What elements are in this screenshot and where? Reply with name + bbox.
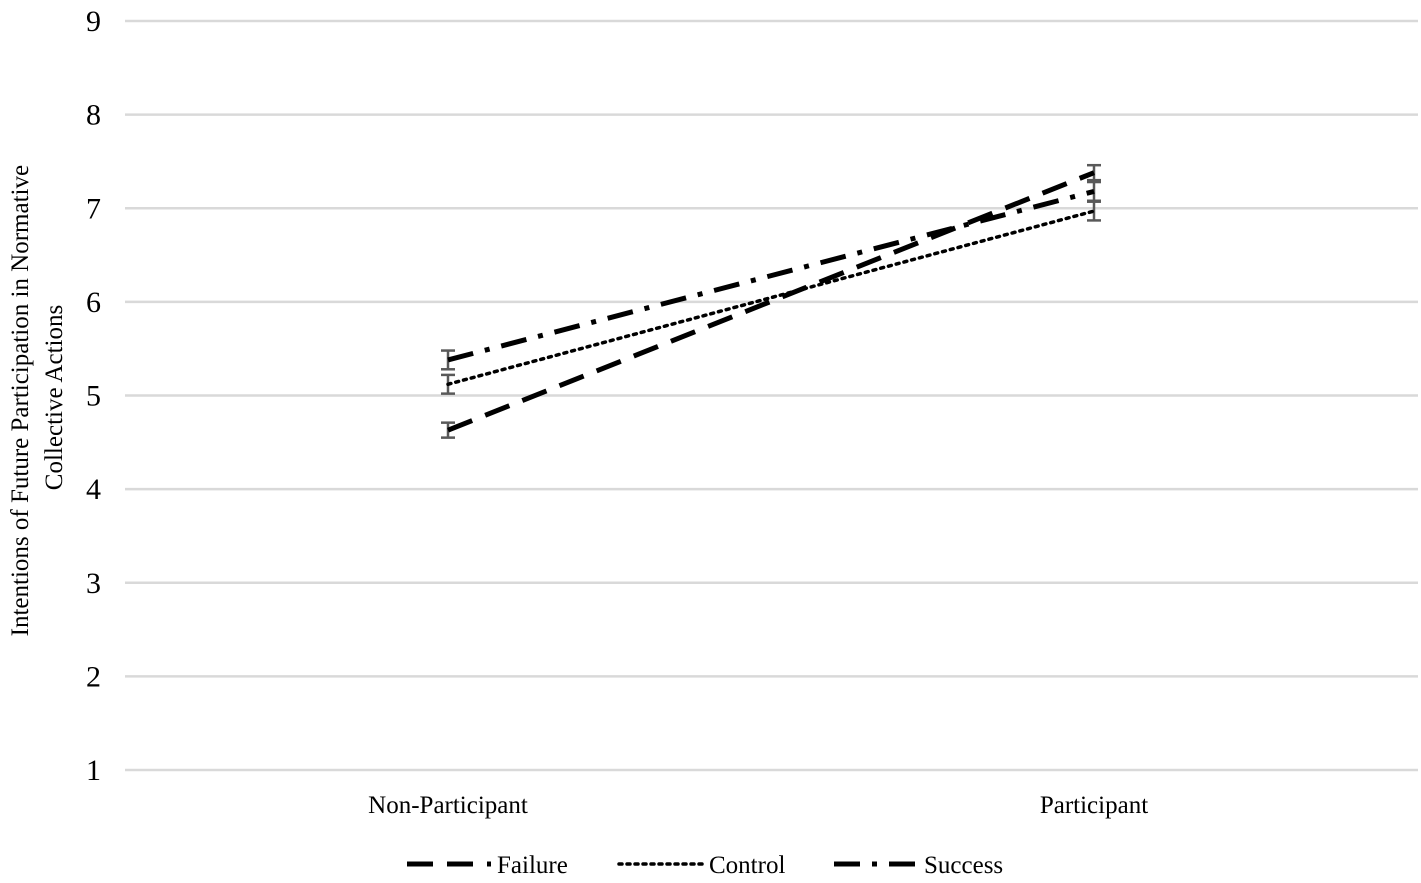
y-tick-label-6: 6 (86, 286, 101, 319)
y-tick-label-8: 8 (86, 99, 101, 132)
gridlines (125, 19, 1418, 772)
x-category-label-1: Non-Participant (368, 792, 528, 819)
x-axis-category-labels: Non-Participant Participant (368, 792, 1148, 819)
y-axis-tick-labels: 1 2 3 4 5 6 7 8 9 (86, 5, 101, 787)
legend-item-failure: Failure (407, 852, 568, 879)
y-tick-label-2: 2 (86, 660, 101, 693)
legend-item-success: Success (834, 852, 1003, 879)
y-tick-label-3: 3 (86, 567, 101, 600)
y-tick-label-9: 9 (86, 5, 101, 38)
series-line-success (447, 188, 1095, 363)
y-tick-label-4: 4 (86, 473, 101, 506)
y-tick-label-5: 5 (86, 380, 101, 413)
legend-label-failure: Failure (497, 852, 568, 879)
series-line-failure (447, 170, 1095, 433)
x-category-label-2: Participant (1040, 792, 1148, 819)
legend-item-control: Control (617, 852, 785, 879)
y-axis-title-line-2: Collective Actions (41, 305, 68, 490)
series-line-control (446, 209, 1096, 387)
legend: Failure Control Success (407, 852, 1003, 879)
y-tick-label-1: 1 (86, 754, 101, 787)
y-axis-title: Intentions of Future Participation in No… (7, 159, 68, 637)
y-tick-label-7: 7 (86, 192, 101, 225)
y-axis-title-line-1: Intentions of Future Participation in No… (7, 165, 34, 636)
legend-label-success: Success (924, 852, 1003, 879)
legend-label-control: Control (709, 852, 785, 879)
series-lines (446, 170, 1096, 433)
